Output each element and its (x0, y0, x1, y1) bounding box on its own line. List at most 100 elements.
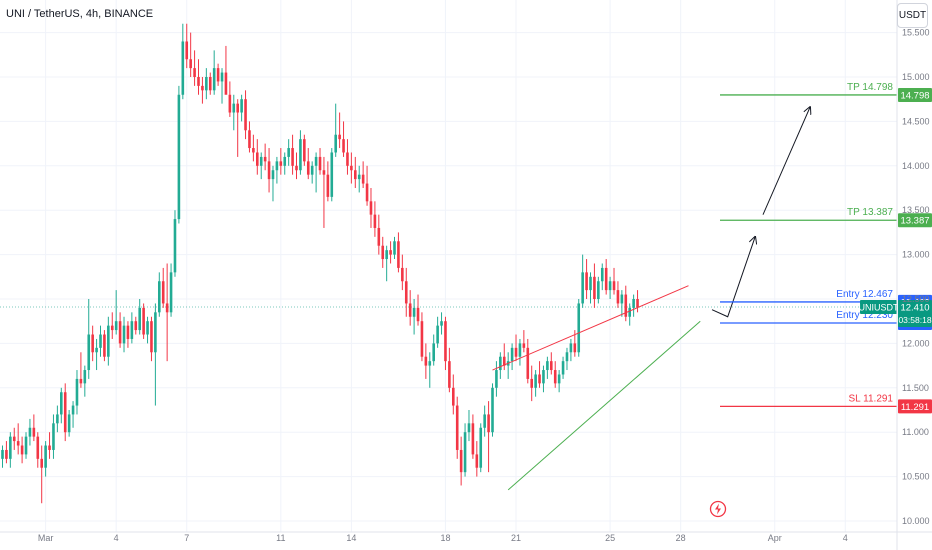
chart-title: UNI / TetherUS, 4h, BINANCE (6, 8, 154, 20)
candle-body (240, 99, 243, 113)
candle-body (597, 281, 600, 299)
candle-body (130, 321, 134, 339)
candle-body (142, 307, 145, 335)
candle-body (16, 441, 20, 446)
candle-body (5, 449, 8, 459)
candle-body (585, 272, 588, 291)
x-tick-label: Apr (768, 533, 782, 543)
candle-body (573, 343, 577, 353)
candle-body (322, 170, 326, 175)
candle-body (369, 201, 373, 215)
candle-body (185, 41, 189, 60)
candle-body (165, 303, 169, 313)
candle-body (291, 148, 294, 166)
candle-body (28, 427, 32, 437)
candle-body (502, 356, 506, 366)
y-tick-label: 11.000 (902, 427, 929, 437)
candle-body (522, 343, 526, 348)
candle-body (569, 343, 573, 353)
candle-body (534, 374, 537, 388)
candle-body (420, 321, 424, 357)
candle-body (565, 352, 569, 362)
candle-body (318, 156, 322, 171)
candle-body (452, 387, 455, 406)
candle-body (212, 68, 216, 91)
candle-body (487, 414, 490, 433)
projection-arrow (711, 237, 755, 318)
candle-body (114, 321, 118, 331)
last-price-text: 12.410 (900, 302, 929, 313)
candle-body (326, 174, 330, 197)
candle-body (75, 378, 79, 406)
currency-button[interactable]: USDT (897, 3, 928, 28)
candle-body (32, 427, 36, 437)
candle-body (52, 423, 55, 450)
candle-body (126, 325, 130, 339)
candle-body (357, 174, 361, 180)
y-tick-label: 12.500 (902, 294, 930, 304)
x-tick-label: 4 (114, 533, 119, 543)
level-badge (898, 399, 932, 414)
x-tick-label: Mar (38, 533, 54, 543)
candle-body (67, 414, 71, 433)
y-tick-label: 14.500 (902, 116, 930, 126)
candle-body (79, 378, 83, 384)
candle-body (389, 250, 392, 255)
candle-body (467, 423, 471, 433)
candle-body (361, 174, 365, 184)
candle-body (122, 325, 126, 344)
candle-body (365, 183, 369, 202)
symbol-badge (860, 299, 897, 314)
level-badge (898, 87, 932, 102)
level-label: Entry 12.230 (836, 310, 893, 321)
last-price-badge (898, 299, 932, 327)
candle-body (440, 321, 443, 326)
candle-body (428, 361, 432, 366)
lightning-icon[interactable] (709, 500, 727, 518)
y-tick-label: 13.000 (902, 250, 930, 260)
projection-arrow (762, 107, 810, 215)
candle-body (1, 449, 4, 459)
candle-body (510, 347, 514, 362)
candle-body (354, 170, 357, 180)
candle-body (530, 378, 533, 388)
candle-body (342, 139, 345, 153)
candle-body (346, 152, 349, 166)
candle-body (303, 139, 306, 162)
candle-body (412, 307, 416, 317)
candle-body (612, 281, 616, 291)
candle-body (306, 161, 310, 175)
candle-body (475, 454, 479, 468)
x-tick-label: 4 (843, 533, 848, 543)
candle-body (514, 347, 518, 357)
candle-body (107, 325, 110, 357)
level-badge-text: 14.798 (900, 90, 929, 101)
candle-body (577, 303, 581, 353)
candle-body (169, 272, 173, 313)
candle-body (91, 334, 94, 353)
candle-body (158, 281, 161, 313)
y-tick-label: 12.000 (902, 338, 930, 348)
x-tick-label: 28 (676, 533, 686, 543)
level-badge-text: 13.387 (900, 216, 929, 227)
candle-body (581, 272, 584, 304)
candle-body (279, 161, 283, 166)
candle-body (60, 392, 63, 415)
candle-body (295, 165, 298, 171)
candle-body (338, 134, 341, 140)
candle-body (499, 356, 502, 371)
candle-body (373, 214, 377, 228)
candle-body (455, 405, 459, 450)
candle-body (436, 325, 439, 344)
candle-body (248, 130, 251, 149)
candle-body (193, 68, 196, 77)
candle-body (495, 370, 498, 388)
candle-body (224, 72, 228, 95)
candle-body (608, 281, 612, 291)
candle-body (99, 334, 102, 348)
level-label: TP 14.798 (847, 82, 893, 93)
candle-body (232, 103, 236, 113)
candle-body (12, 436, 16, 442)
